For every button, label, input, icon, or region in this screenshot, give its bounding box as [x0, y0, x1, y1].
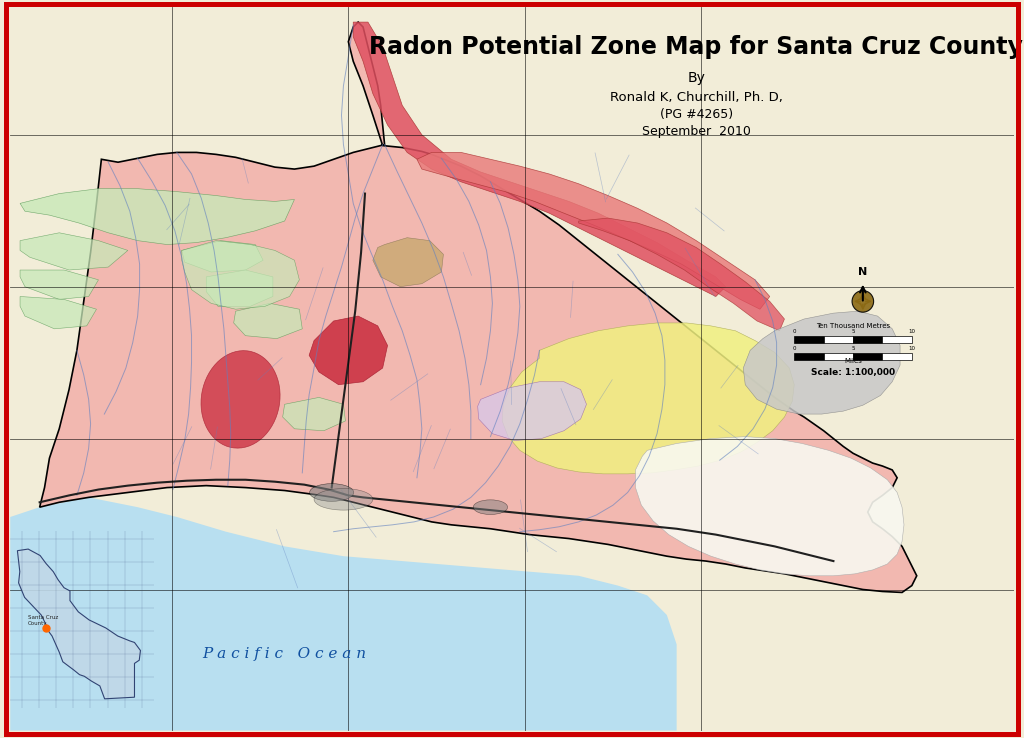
- Polygon shape: [353, 22, 726, 297]
- Ellipse shape: [852, 291, 873, 312]
- Polygon shape: [206, 270, 272, 306]
- Text: P a c i f i c   O c e a n: P a c i f i c O c e a n: [203, 647, 367, 661]
- Text: (PG #4265): (PG #4265): [659, 108, 733, 121]
- Text: Ten Thousand Metres: Ten Thousand Metres: [816, 323, 890, 329]
- Polygon shape: [502, 323, 795, 474]
- Polygon shape: [20, 232, 128, 270]
- Text: 5: 5: [851, 328, 855, 334]
- Text: By: By: [687, 71, 706, 85]
- Text: 10: 10: [908, 328, 915, 334]
- Bar: [883, 336, 911, 342]
- Bar: [823, 336, 853, 342]
- Polygon shape: [181, 241, 299, 309]
- Text: Scale: 1:100,000: Scale: 1:100,000: [811, 368, 895, 377]
- Bar: [883, 354, 911, 360]
- Bar: [795, 354, 823, 360]
- Text: 0: 0: [793, 346, 796, 351]
- Polygon shape: [40, 22, 916, 593]
- Bar: [853, 354, 883, 360]
- Text: Santa Cruz
County: Santa Cruz County: [29, 615, 58, 626]
- Polygon shape: [579, 218, 784, 331]
- Ellipse shape: [201, 351, 281, 448]
- Polygon shape: [20, 189, 295, 244]
- Polygon shape: [636, 437, 904, 576]
- Bar: [853, 336, 883, 342]
- Polygon shape: [283, 398, 345, 431]
- Polygon shape: [233, 303, 302, 339]
- Polygon shape: [417, 153, 770, 309]
- Text: Ronald K, Churchill, Ph. D,: Ronald K, Churchill, Ph. D,: [610, 91, 782, 103]
- Text: 0: 0: [793, 328, 796, 334]
- Polygon shape: [309, 316, 387, 384]
- Polygon shape: [20, 270, 98, 300]
- Bar: [795, 336, 823, 342]
- Text: 5: 5: [851, 346, 855, 351]
- Polygon shape: [743, 311, 900, 414]
- Text: September  2010: September 2010: [642, 125, 751, 138]
- Polygon shape: [373, 238, 443, 286]
- Ellipse shape: [473, 500, 508, 514]
- Ellipse shape: [314, 489, 373, 510]
- Bar: [823, 354, 853, 360]
- Text: N: N: [858, 267, 867, 277]
- Polygon shape: [181, 241, 263, 272]
- Text: 10: 10: [908, 346, 915, 351]
- Ellipse shape: [309, 483, 353, 501]
- Polygon shape: [17, 549, 140, 699]
- Text: Radon Potential Zone Map for Santa Cruz County: Radon Potential Zone Map for Santa Cruz …: [370, 35, 1023, 59]
- Polygon shape: [478, 382, 587, 441]
- Polygon shape: [20, 297, 96, 329]
- Text: Miles: Miles: [844, 358, 862, 364]
- Polygon shape: [10, 497, 677, 731]
